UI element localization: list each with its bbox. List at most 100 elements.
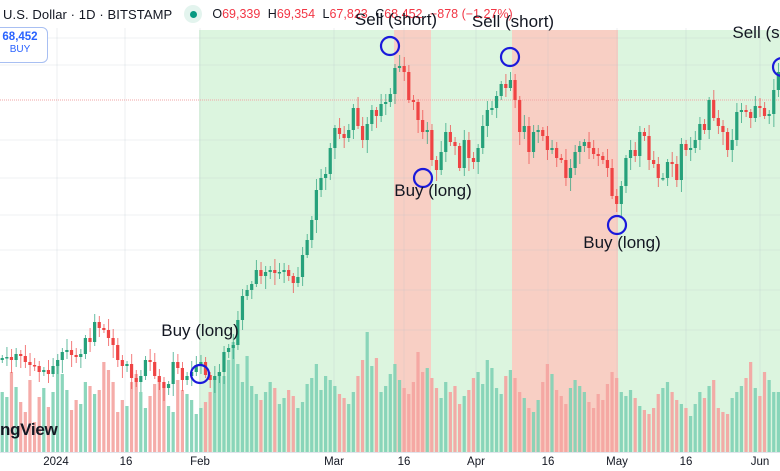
time-axis-tick: 16 <box>397 456 411 468</box>
volume-bar <box>610 372 614 452</box>
candle <box>527 126 531 152</box>
volume-bar <box>259 400 263 452</box>
candle <box>314 190 318 220</box>
candle <box>661 178 665 180</box>
candle <box>439 152 443 170</box>
candle <box>347 130 351 138</box>
candle <box>485 110 489 126</box>
volume-bar <box>393 364 397 452</box>
volume-bar <box>273 388 277 452</box>
volume-bar <box>37 397 41 452</box>
candle <box>388 94 392 102</box>
candle <box>370 110 374 124</box>
trade-marker-icon[interactable] <box>771 57 780 77</box>
volume-bar <box>448 392 452 452</box>
candle <box>46 370 51 374</box>
candle <box>23 356 27 362</box>
volume-bar <box>744 378 748 452</box>
volume-bar <box>203 402 208 452</box>
candle <box>102 328 106 330</box>
trade-marker-icon[interactable] <box>499 46 521 68</box>
volume-bar <box>749 362 753 452</box>
volume-bar <box>688 416 693 452</box>
tradingview-logo: ngView <box>0 420 58 439</box>
candle <box>471 158 476 162</box>
volume-bar <box>116 412 120 452</box>
open-label: O <box>212 7 223 21</box>
symbol-label[interactable]: U.S. Dollar · 1D · BITSTAMP <box>3 6 173 22</box>
candle <box>688 148 693 150</box>
candle <box>194 365 198 372</box>
candle <box>531 132 536 152</box>
volume-bar <box>596 394 600 452</box>
volume-bar <box>499 394 503 452</box>
candle <box>758 106 762 108</box>
candle <box>587 142 591 148</box>
candle <box>106 330 111 338</box>
volume-bar <box>564 404 568 452</box>
candle <box>647 136 651 160</box>
volume-bar <box>578 386 582 452</box>
candle <box>698 124 702 140</box>
volume-bar <box>56 364 60 452</box>
volume-bar <box>762 372 767 452</box>
candle <box>236 320 240 345</box>
candle <box>379 104 383 116</box>
volume-bar <box>0 392 4 452</box>
volume-bar <box>504 376 508 452</box>
candle <box>139 376 143 382</box>
volume-bar <box>245 356 249 452</box>
volume-bar <box>250 386 254 452</box>
volume-bar <box>772 392 776 452</box>
volume-bar <box>347 404 351 452</box>
sell-short-label: Sell (short) <box>354 10 438 29</box>
candle <box>9 357 14 360</box>
volume-bar <box>296 408 300 452</box>
candle <box>0 358 4 360</box>
trade-marker-icon[interactable] <box>412 167 434 189</box>
volume-bar <box>665 382 670 452</box>
candle <box>56 360 60 366</box>
close-label: C <box>375 7 385 21</box>
candle <box>337 128 342 134</box>
volume-bar <box>421 372 425 452</box>
volume-bar <box>679 404 683 452</box>
candle <box>776 72 780 90</box>
volume-bar <box>684 408 688 452</box>
candle <box>504 84 508 88</box>
volume-bar <box>591 408 596 452</box>
time-axis[interactable]: 2024 16 Feb Mar 16 Apr 16 May 16 Jun <box>0 452 780 471</box>
volume-bar <box>550 374 554 452</box>
time-axis-tick: Mar <box>324 456 344 468</box>
candle <box>707 100 711 130</box>
volume-bar <box>129 382 134 452</box>
candle <box>74 355 78 357</box>
candle <box>65 350 69 352</box>
candle <box>716 118 720 126</box>
candle <box>374 110 379 116</box>
volume-bar <box>291 396 295 452</box>
volume-bar <box>374 358 379 452</box>
volume-bar <box>545 364 549 452</box>
candle <box>444 132 448 152</box>
volume-bar <box>102 362 106 452</box>
volume-bar <box>360 360 365 452</box>
volume-bar <box>60 374 64 452</box>
time-axis-tick: Jun <box>750 456 770 468</box>
candle <box>157 376 161 382</box>
trade-marker-icon[interactable] <box>606 214 628 236</box>
candle <box>628 150 633 158</box>
candle <box>536 130 540 132</box>
volume-bar <box>231 342 235 452</box>
volume-bar <box>157 378 161 452</box>
candle <box>37 366 41 372</box>
volume-bar <box>642 410 646 452</box>
volume-bar <box>767 380 771 452</box>
candle <box>134 378 138 382</box>
buy-button[interactable]: 68,452 BUY <box>0 27 48 63</box>
volume-bar <box>305 384 309 452</box>
trade-marker-icon[interactable] <box>189 363 211 385</box>
trade-marker-icon[interactable] <box>379 35 401 57</box>
